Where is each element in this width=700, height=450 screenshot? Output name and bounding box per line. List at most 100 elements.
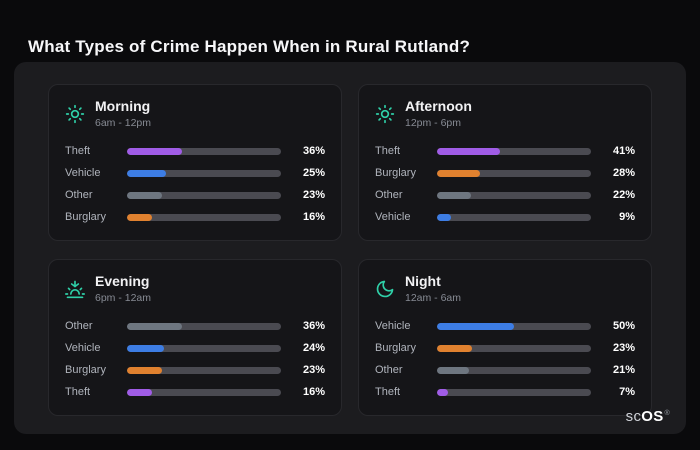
bar-row: Vehicle 25% <box>65 166 325 180</box>
registered-mark: ® <box>664 410 670 417</box>
bar-fill <box>127 344 164 352</box>
bar-percent: 7% <box>619 386 635 398</box>
bar-track <box>127 344 281 352</box>
bar-row: Burglary 16% <box>65 210 325 224</box>
bar-fill <box>127 322 183 330</box>
bar-track <box>437 213 591 221</box>
bar-label: Theft <box>375 386 401 398</box>
card-header: Afternoon 12pm - 6pm <box>375 98 635 129</box>
bar-row: Vehicle 50% <box>375 319 635 333</box>
time-card-night: Night 12am - 6am Vehicle 50% Burglary 23… <box>358 259 652 416</box>
bar-track <box>437 322 591 330</box>
bar-fill <box>127 213 152 221</box>
bar-track <box>127 366 281 374</box>
card-header-text: Evening 6pm - 12am <box>95 273 152 305</box>
bar-track <box>437 169 591 177</box>
card-title: Afternoon <box>405 98 472 114</box>
bar-percent: 21% <box>612 364 635 376</box>
bar-row: Burglary 23% <box>375 341 635 355</box>
bar-list: Other 36% Vehicle 24% Burglary 23% Theft <box>65 319 325 401</box>
bar-percent: 9% <box>619 211 635 223</box>
bar-percent: 28% <box>612 167 635 179</box>
bar-fill <box>437 366 470 374</box>
bar-percent: 36% <box>302 320 325 332</box>
bar-row: Burglary 28% <box>375 166 635 180</box>
bar-label: Vehicle <box>375 211 411 223</box>
bar-percent: 25% <box>302 167 325 179</box>
bar-row: Theft 16% <box>65 385 325 399</box>
bar-list: Theft 41% Burglary 28% Other 22% Vehicle <box>375 144 635 226</box>
bar-label: Burglary <box>65 211 106 223</box>
bar-row: Other 22% <box>375 188 635 202</box>
logo-suffix: OS <box>641 408 664 425</box>
bar-label: Other <box>375 189 403 201</box>
bar-track <box>437 366 591 374</box>
card-header: Evening 6pm - 12am <box>65 273 325 305</box>
bar-row: Theft 36% <box>65 144 325 158</box>
bar-percent: 23% <box>302 364 325 376</box>
bar-percent: 24% <box>302 342 325 354</box>
bar-fill <box>127 169 166 177</box>
card-grid: Morning 6am - 12pm Theft 36% Vehicle 25%… <box>48 84 652 416</box>
card-title: Morning <box>95 98 151 114</box>
bar-row: Vehicle 9% <box>375 210 635 224</box>
bar-row: Other 21% <box>375 363 635 377</box>
bar-row: Other 23% <box>65 188 325 202</box>
bar-row: Theft 41% <box>375 144 635 158</box>
card-header-text: Afternoon 12pm - 6pm <box>405 98 472 129</box>
bar-fill <box>127 366 163 374</box>
bar-track <box>127 322 281 330</box>
card-header-text: Morning 6am - 12pm <box>95 98 151 129</box>
bar-percent: 36% <box>302 145 325 157</box>
bar-fill <box>127 147 183 155</box>
dashboard-panel: Morning 6am - 12pm Theft 36% Vehicle 25%… <box>14 62 686 434</box>
bar-label: Theft <box>375 145 401 157</box>
bar-track <box>127 169 281 177</box>
page-title: What Types of Crime Happen When in Rural… <box>28 37 471 57</box>
bar-percent: 41% <box>612 145 635 157</box>
time-card-morning: Morning 6am - 12pm Theft 36% Vehicle 25%… <box>48 84 342 241</box>
bar-label: Burglary <box>65 364 106 376</box>
bar-percent: 22% <box>612 189 635 201</box>
bar-track <box>437 388 591 396</box>
scos-logo: scOS® <box>626 408 670 425</box>
bar-fill <box>437 169 481 177</box>
bar-fill <box>437 322 514 330</box>
bar-track <box>127 147 281 155</box>
bar-percent: 16% <box>302 386 325 398</box>
card-title: Night <box>405 273 441 289</box>
card-time-range: 12am - 6am <box>405 292 462 305</box>
bar-label: Vehicle <box>65 167 101 179</box>
card-header-text: Night 12am - 6am <box>405 273 462 305</box>
bar-label: Vehicle <box>375 320 411 332</box>
bar-fill <box>437 147 501 155</box>
bar-label: Burglary <box>375 167 416 179</box>
bar-row: Other 36% <box>65 319 325 333</box>
bar-row: Vehicle 24% <box>65 341 325 355</box>
bar-label: Vehicle <box>65 342 101 354</box>
bar-fill <box>437 191 471 199</box>
bar-row: Burglary 23% <box>65 363 325 377</box>
bar-label: Other <box>65 189 93 201</box>
card-header: Night 12am - 6am <box>375 273 635 305</box>
bar-label: Other <box>65 320 93 332</box>
bar-label: Theft <box>65 145 91 157</box>
card-time-range: 6pm - 12am <box>95 292 152 305</box>
bar-fill <box>127 388 152 396</box>
bar-label: Burglary <box>375 342 416 354</box>
sun-icon <box>375 104 395 124</box>
bar-percent: 16% <box>302 211 325 223</box>
sun-icon <box>65 104 85 124</box>
time-card-afternoon: Afternoon 12pm - 6pm Theft 41% Burglary … <box>358 84 652 241</box>
bar-list: Vehicle 50% Burglary 23% Other 21% Theft <box>375 319 635 401</box>
bar-fill <box>437 213 451 221</box>
card-header: Morning 6am - 12pm <box>65 98 325 129</box>
bar-fill <box>437 344 473 352</box>
bar-label: Other <box>375 364 403 376</box>
logo-prefix: sc <box>625 408 642 425</box>
bar-fill <box>437 388 448 396</box>
bar-track <box>127 213 281 221</box>
bar-track <box>437 147 591 155</box>
card-title: Evening <box>95 273 150 289</box>
bar-track <box>437 344 591 352</box>
